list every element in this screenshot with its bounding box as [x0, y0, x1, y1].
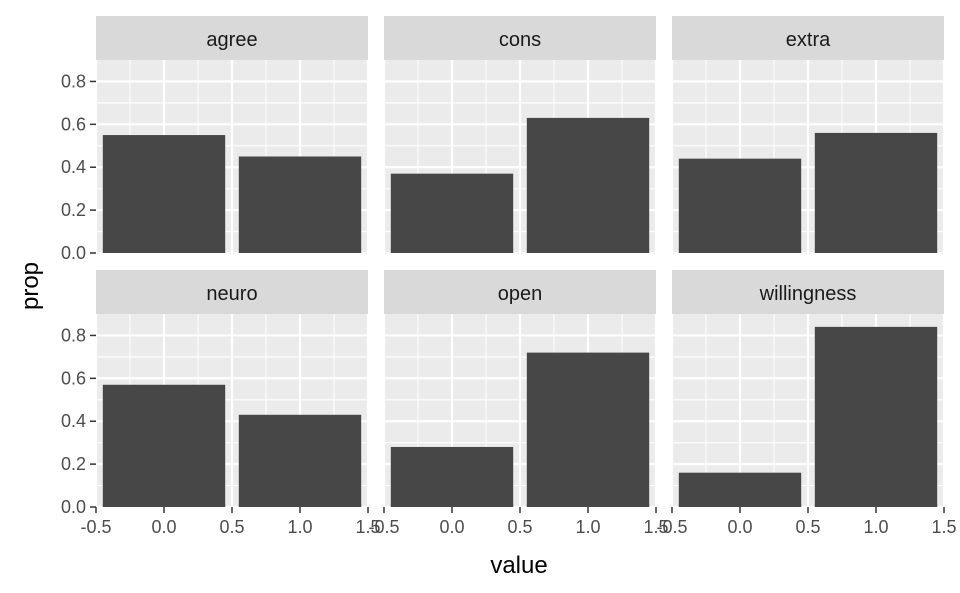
x-axis-title: value: [490, 552, 547, 579]
bar-neuro-1: [238, 414, 362, 507]
x-tick-label: 0.5: [219, 517, 244, 537]
bar-cons-0: [390, 173, 514, 253]
x-tick-label: -0.5: [368, 517, 399, 537]
bar-open-1: [526, 352, 650, 507]
x-tick-label: 1.0: [287, 517, 312, 537]
x-tick-label: 0.0: [727, 517, 752, 537]
y-tick-label: 0.4: [61, 411, 86, 431]
y-tick-label: 0.0: [61, 497, 86, 517]
x-tick-label: 0.0: [439, 517, 464, 537]
bar-neuro-0: [102, 384, 226, 507]
y-tick-label: 0.2: [61, 454, 86, 474]
facet-strip-extra: [672, 16, 944, 60]
facet-strip-label: open: [498, 283, 543, 305]
x-tick-label: 0.5: [507, 517, 532, 537]
y-axis-title: prop: [17, 262, 44, 310]
facet-strip-open: [384, 270, 656, 314]
x-tick-label: 1.5: [643, 517, 668, 537]
y-tick-label: 0.0: [61, 243, 86, 263]
facet-panel-agree: agree: [94, 16, 370, 255]
x-tick-label: 0.0: [151, 517, 176, 537]
bar-willingness-1: [814, 326, 938, 507]
facet-panel-extra: extra: [670, 16, 946, 255]
facet-strip-label: extra: [786, 29, 831, 51]
facet-strip-label: willingness: [759, 283, 857, 305]
y-tick-label: 0.4: [61, 157, 86, 177]
facet-strip-neuro: [96, 270, 368, 314]
bar-extra-1: [814, 132, 938, 253]
facet-panel-cons: cons: [382, 16, 658, 255]
x-tick-label: 1.5: [355, 517, 380, 537]
y-tick-label: 0.8: [61, 71, 86, 91]
bar-extra-0: [678, 158, 802, 253]
facet-strip-cons: [384, 16, 656, 60]
bar-cons-1: [526, 117, 650, 254]
bar-willingness-0: [678, 472, 802, 507]
bar-agree-0: [102, 135, 226, 253]
facet-panel-willingness: willingness: [670, 270, 946, 509]
facet-panel-neuro: neuro: [94, 270, 370, 509]
facet-panel-open: open: [382, 270, 658, 509]
y-tick-label: 0.8: [61, 325, 86, 345]
panels-layer: agree cons extra neuro open willingness: [94, 16, 946, 509]
bar-open-0: [390, 446, 514, 507]
x-tick-label: 0.5: [795, 517, 820, 537]
facet-strip-willingness: [672, 270, 944, 314]
x-tick-label: -0.5: [80, 517, 111, 537]
y-tick-label: 0.2: [61, 200, 86, 220]
bar-agree-1: [238, 156, 362, 253]
facet-strip-label: cons: [499, 29, 541, 51]
x-tick-label: -0.5: [656, 517, 687, 537]
axes-layer: 0.00.20.40.60.80.00.20.40.60.8-0.5 0.0 0.5…: [61, 71, 957, 537]
y-tick-label: 0.6: [61, 114, 86, 134]
x-tick-label: 1.0: [575, 517, 600, 537]
facet-strip-agree: [96, 16, 368, 60]
x-tick-label: 1.5: [931, 517, 956, 537]
y-tick-label: 0.6: [61, 368, 86, 388]
facet-strip-label: agree: [206, 29, 257, 51]
facet-strip-label: neuro: [206, 283, 257, 305]
x-tick-label: 1.0: [863, 517, 888, 537]
